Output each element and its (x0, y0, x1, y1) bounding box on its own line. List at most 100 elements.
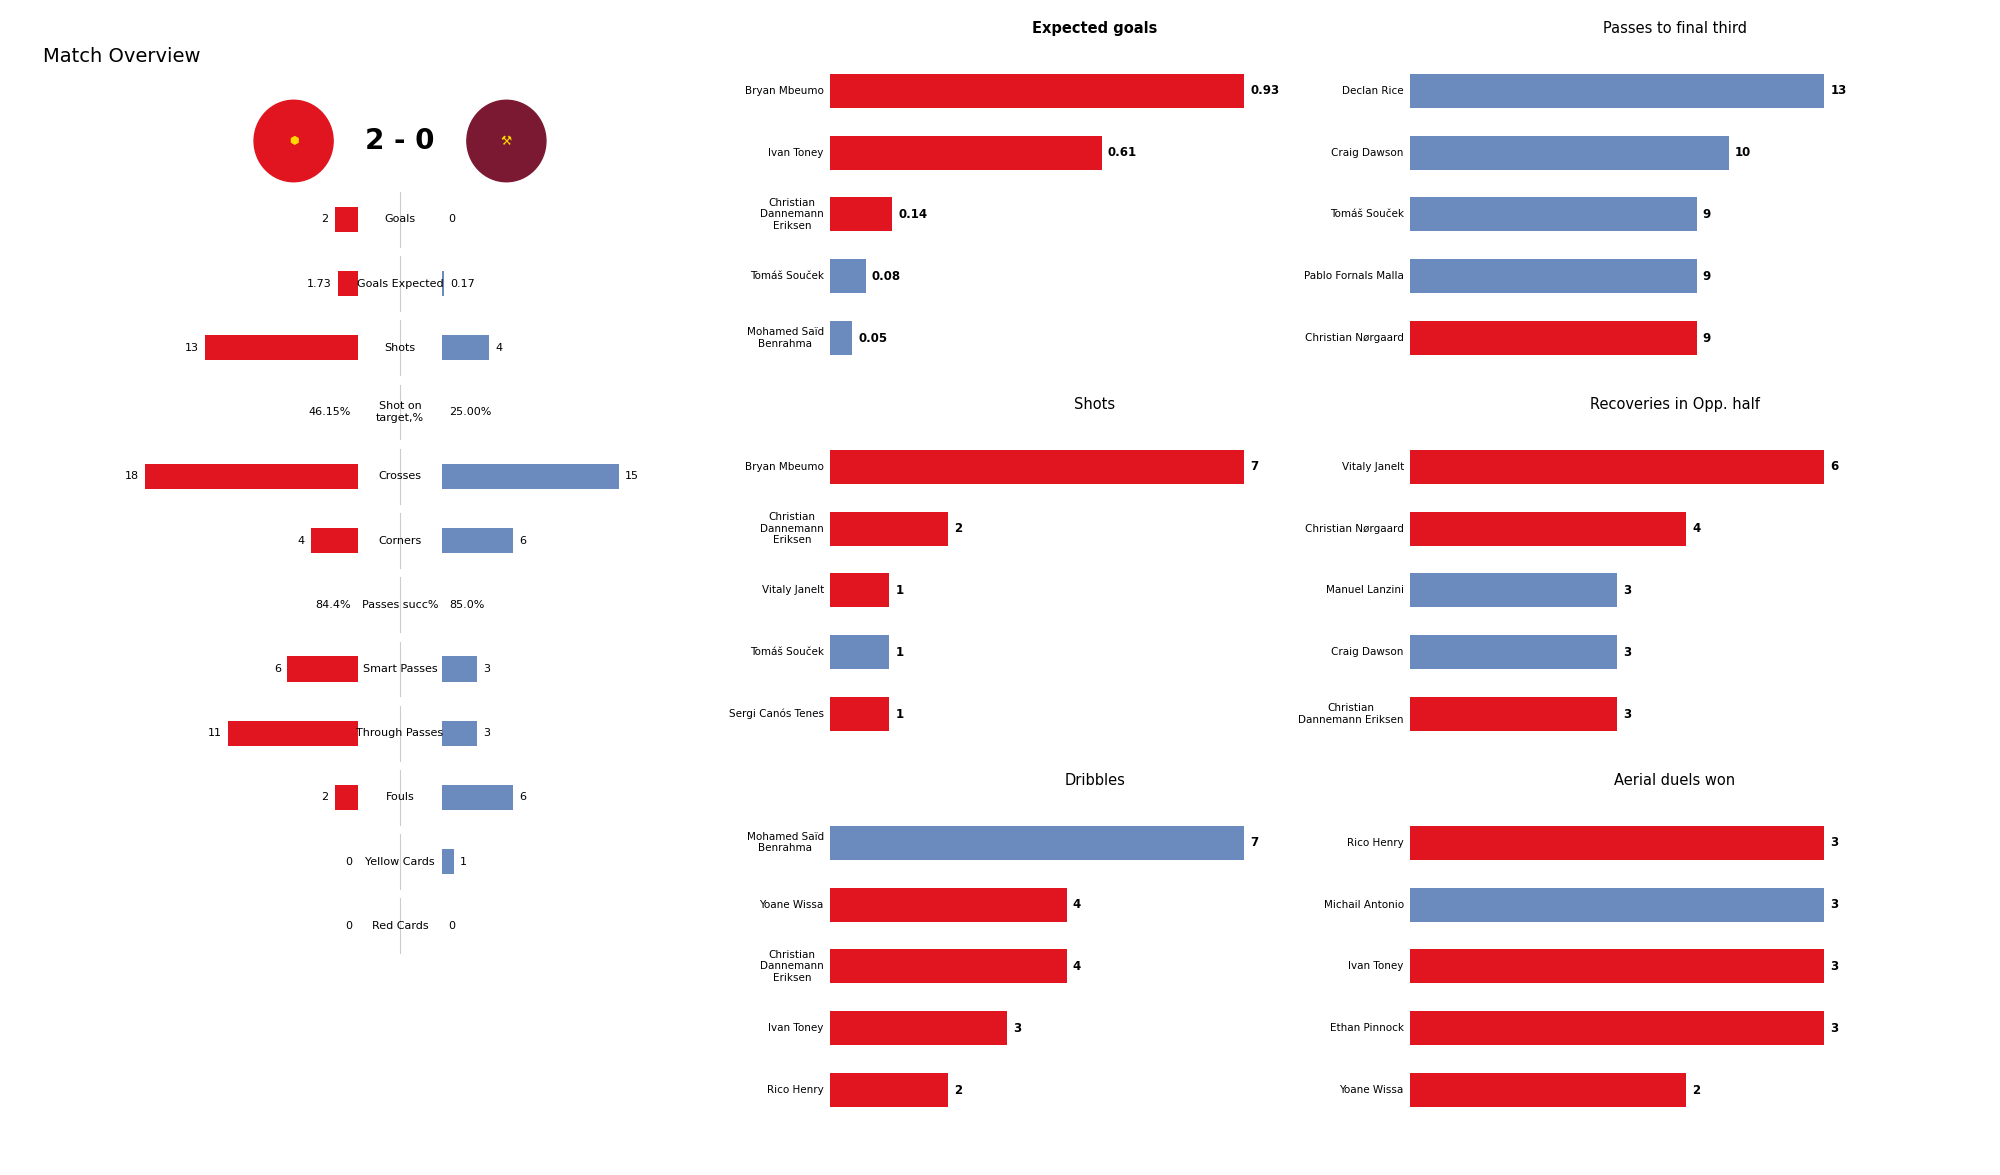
Text: 4: 4 (1072, 960, 1082, 973)
Text: Rico Henry: Rico Henry (768, 1086, 824, 1095)
Text: 0.08: 0.08 (872, 270, 900, 283)
Text: 3: 3 (1624, 646, 1632, 659)
Text: 13: 13 (184, 343, 198, 352)
Bar (830, 511, 948, 545)
Bar (830, 1012, 1008, 1046)
Text: 0.93: 0.93 (1250, 85, 1280, 98)
Text: 0: 0 (448, 921, 454, 931)
Text: Christian Nørgaard: Christian Nørgaard (1304, 524, 1404, 533)
Text: Goals: Goals (384, 214, 416, 224)
Text: 9: 9 (1702, 331, 1712, 344)
Text: 15: 15 (626, 471, 640, 482)
Text: 1: 1 (896, 646, 904, 659)
Bar (830, 887, 1066, 921)
Text: Christian
Dannemann
Eriksen: Christian Dannemann Eriksen (760, 512, 824, 545)
Text: 4: 4 (298, 536, 304, 545)
FancyBboxPatch shape (228, 720, 358, 746)
Text: 3: 3 (484, 664, 490, 674)
Text: Tomáš Souček: Tomáš Souček (750, 271, 824, 281)
Text: 3: 3 (1830, 837, 1838, 850)
Bar (1410, 636, 1618, 670)
Bar (830, 636, 890, 670)
Bar (1410, 1012, 1824, 1046)
Text: Sergi Canós Tenes: Sergi Canós Tenes (728, 709, 824, 719)
Text: Red Cards: Red Cards (372, 921, 428, 931)
Text: 46.15%: 46.15% (308, 407, 350, 417)
Bar (1410, 197, 1696, 231)
Text: 3: 3 (484, 728, 490, 738)
Title: Recoveries in Opp. half: Recoveries in Opp. half (1590, 397, 1760, 411)
Text: 6: 6 (274, 664, 282, 674)
Text: Corners: Corners (378, 536, 422, 545)
FancyBboxPatch shape (146, 464, 358, 489)
Text: Shot on
target,%: Shot on target,% (376, 401, 424, 423)
Bar (830, 74, 1244, 108)
Bar (830, 1073, 948, 1107)
Title: Dribbles: Dribbles (1064, 773, 1126, 787)
Text: 1: 1 (896, 707, 904, 720)
Text: 2: 2 (1692, 1083, 1700, 1096)
Text: 0.14: 0.14 (898, 208, 928, 221)
Text: 2 - 0: 2 - 0 (366, 127, 434, 155)
Bar (1410, 1073, 1686, 1107)
Bar (1410, 887, 1824, 921)
Text: Craig Dawson: Craig Dawson (1332, 647, 1404, 657)
Text: 1.73: 1.73 (306, 278, 332, 289)
FancyBboxPatch shape (442, 464, 620, 489)
FancyBboxPatch shape (442, 528, 512, 553)
Bar (1410, 321, 1696, 355)
Circle shape (252, 98, 336, 184)
Bar (830, 135, 1102, 169)
Text: Ivan Toney: Ivan Toney (768, 1023, 824, 1033)
Text: Michail Antonio: Michail Antonio (1324, 900, 1404, 909)
Circle shape (464, 98, 548, 184)
FancyBboxPatch shape (204, 335, 358, 361)
Text: 10: 10 (1734, 146, 1750, 159)
Text: 0.05: 0.05 (858, 331, 888, 344)
Text: 3: 3 (1624, 584, 1632, 597)
Text: Yoane Wissa: Yoane Wissa (1340, 1086, 1404, 1095)
Text: Match Overview: Match Overview (42, 47, 200, 66)
Text: Christian
Dannemann
Eriksen: Christian Dannemann Eriksen (760, 197, 824, 231)
Text: ⚒: ⚒ (500, 134, 512, 148)
Text: 0.17: 0.17 (450, 278, 474, 289)
Bar (1410, 260, 1696, 294)
Bar (830, 697, 890, 731)
Text: 3: 3 (1830, 898, 1838, 911)
Text: 2: 2 (954, 522, 962, 535)
Text: Christian Nørgaard: Christian Nørgaard (1304, 334, 1404, 343)
Text: Ivan Toney: Ivan Toney (1348, 961, 1404, 972)
Text: 3: 3 (1830, 960, 1838, 973)
FancyBboxPatch shape (442, 335, 490, 361)
Text: 1: 1 (460, 857, 466, 867)
Text: Vitaly Janelt: Vitaly Janelt (1342, 462, 1404, 471)
Text: 9: 9 (1702, 270, 1712, 283)
Text: Vitaly Janelt: Vitaly Janelt (762, 585, 824, 596)
Bar (1410, 949, 1824, 983)
Text: 0: 0 (346, 857, 352, 867)
Text: Declan Rice: Declan Rice (1342, 86, 1404, 95)
Bar (1410, 573, 1618, 607)
Text: 3: 3 (1624, 707, 1632, 720)
Title: Passes to final third: Passes to final third (1604, 21, 1748, 35)
Text: Tomáš Souček: Tomáš Souček (750, 647, 824, 657)
Text: 6: 6 (1830, 461, 1838, 474)
Title: Aerial duels won: Aerial duels won (1614, 773, 1736, 787)
Text: 3: 3 (1830, 1022, 1838, 1035)
Title: Shots: Shots (1074, 397, 1116, 411)
Text: 18: 18 (126, 471, 140, 482)
Text: Tomáš Souček: Tomáš Souček (1330, 209, 1404, 220)
Text: Goals Expected: Goals Expected (356, 278, 444, 289)
Text: 2: 2 (954, 1083, 962, 1096)
Circle shape (466, 100, 546, 182)
Bar (830, 450, 1244, 484)
Text: Through Passes: Through Passes (356, 728, 444, 738)
Text: 0: 0 (346, 921, 352, 931)
Text: Fouls: Fouls (386, 792, 414, 803)
FancyBboxPatch shape (334, 207, 358, 231)
FancyBboxPatch shape (334, 785, 358, 810)
Text: Rico Henry: Rico Henry (1348, 838, 1404, 847)
Bar (830, 573, 890, 607)
Text: 4: 4 (496, 343, 502, 352)
Bar (830, 260, 866, 294)
